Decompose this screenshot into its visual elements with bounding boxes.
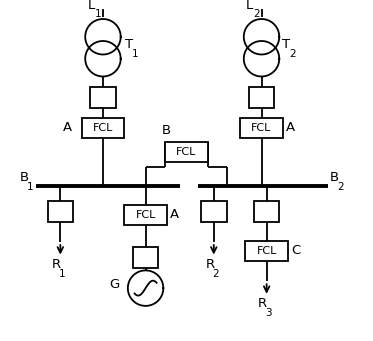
Text: 1: 1: [59, 269, 65, 279]
Bar: [245, 241, 288, 261]
Text: 3: 3: [265, 308, 272, 318]
Text: 2: 2: [289, 49, 295, 59]
Text: 1: 1: [26, 182, 33, 192]
Text: B: B: [330, 171, 339, 184]
Text: A: A: [286, 121, 295, 134]
Text: B: B: [162, 124, 171, 137]
Text: FCL: FCL: [251, 123, 272, 133]
Text: G: G: [109, 278, 119, 291]
Text: 2: 2: [253, 10, 260, 19]
Text: FCL: FCL: [135, 210, 156, 220]
Text: C: C: [291, 244, 301, 257]
Bar: [201, 201, 226, 222]
Bar: [82, 118, 124, 138]
Text: L: L: [88, 0, 95, 12]
Text: B: B: [19, 171, 29, 184]
Bar: [254, 201, 279, 222]
Text: T: T: [282, 38, 290, 51]
Text: A: A: [63, 121, 72, 134]
Text: 1: 1: [94, 10, 101, 19]
Bar: [124, 205, 167, 225]
Text: 1: 1: [132, 49, 138, 59]
Text: R: R: [52, 258, 61, 271]
Bar: [165, 142, 208, 162]
Text: 2: 2: [337, 182, 344, 192]
Text: 2: 2: [212, 269, 219, 279]
Text: L: L: [246, 0, 253, 12]
Bar: [249, 87, 274, 108]
Text: FCL: FCL: [176, 147, 197, 157]
Text: FCL: FCL: [257, 246, 277, 256]
Bar: [90, 87, 116, 108]
Bar: [47, 201, 73, 222]
Bar: [133, 247, 159, 268]
Text: FCL: FCL: [93, 123, 113, 133]
Text: R: R: [258, 297, 267, 310]
Text: A: A: [170, 208, 179, 221]
Bar: [240, 118, 283, 138]
Text: T: T: [125, 38, 133, 51]
Text: R: R: [205, 258, 214, 271]
